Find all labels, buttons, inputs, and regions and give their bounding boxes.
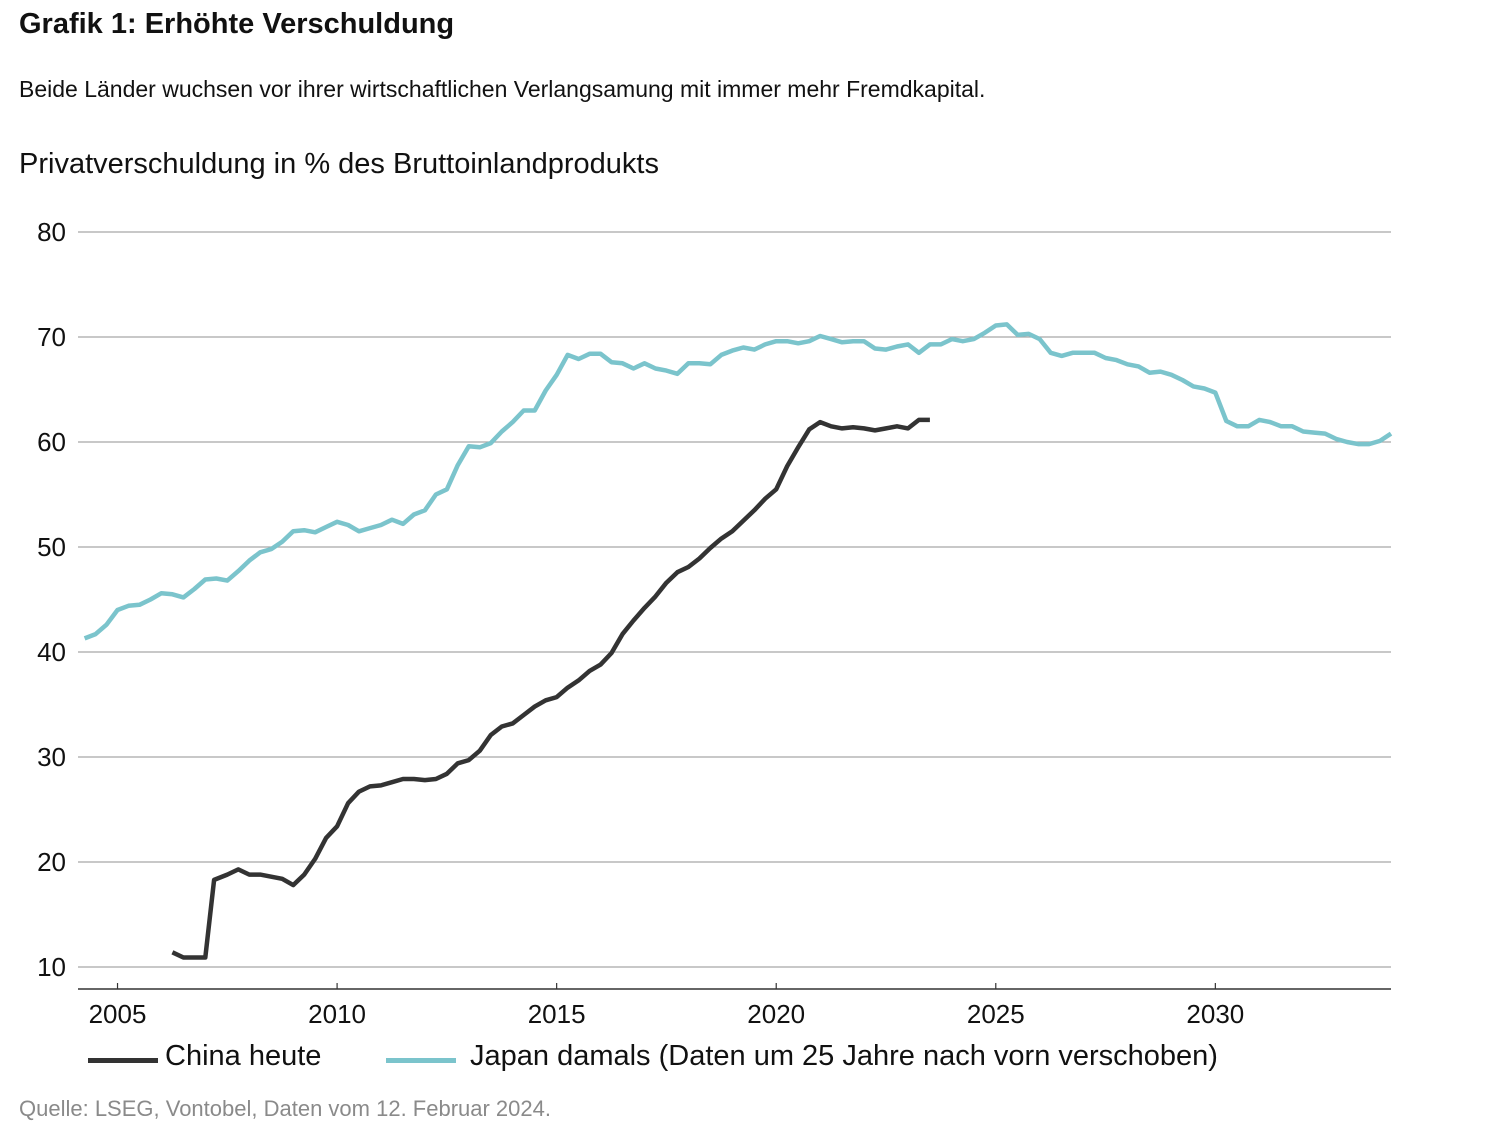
y-tick-label: 10 [37, 952, 66, 982]
legend-label-japan: Japan damals (Daten um 25 Jahre nach vor… [470, 1040, 1218, 1072]
x-tick-label: 2005 [89, 999, 147, 1029]
x-tick-label: 2030 [1186, 999, 1244, 1029]
y-tick-label: 60 [37, 427, 66, 457]
y-axis-tick-labels: 10 20 30 40 50 60 70 80 [37, 217, 66, 982]
x-tick-label: 2010 [308, 999, 366, 1029]
y-tick-label: 70 [37, 322, 66, 352]
chart-title: Grafik 1: Erhöhte Verschuldung [19, 8, 455, 40]
chart-metric-label: Privatverschuldung in % des Bruttoinland… [19, 148, 659, 180]
x-tick-label: 2020 [747, 999, 805, 1029]
legend-swatch-china [88, 1058, 158, 1063]
legend-label-china: China heute [165, 1040, 322, 1072]
y-tick-label: 80 [37, 217, 66, 247]
series-line-china [171, 417, 930, 960]
source-note: Quelle: LSEG, Vontobel, Daten vom 12. Fe… [19, 1096, 551, 1121]
grid-lines [78, 231, 1391, 990]
x-tick-label: 2025 [967, 999, 1025, 1029]
x-axis-tick-labels: 2005 2010 2015 2020 2025 2030 [89, 983, 1244, 1029]
series-lines [83, 322, 1393, 960]
y-tick-label: 30 [37, 742, 66, 772]
legend-swatch-japan [386, 1058, 456, 1063]
y-tick-label: 40 [37, 637, 66, 667]
x-tick-label: 2015 [528, 999, 586, 1029]
chart-subtitle: Beide Länder wuchsen vor ihrer wirtschaf… [19, 76, 986, 102]
y-tick-label: 20 [37, 847, 66, 877]
series-line-japan [83, 322, 1393, 641]
y-tick-label: 50 [37, 532, 66, 562]
